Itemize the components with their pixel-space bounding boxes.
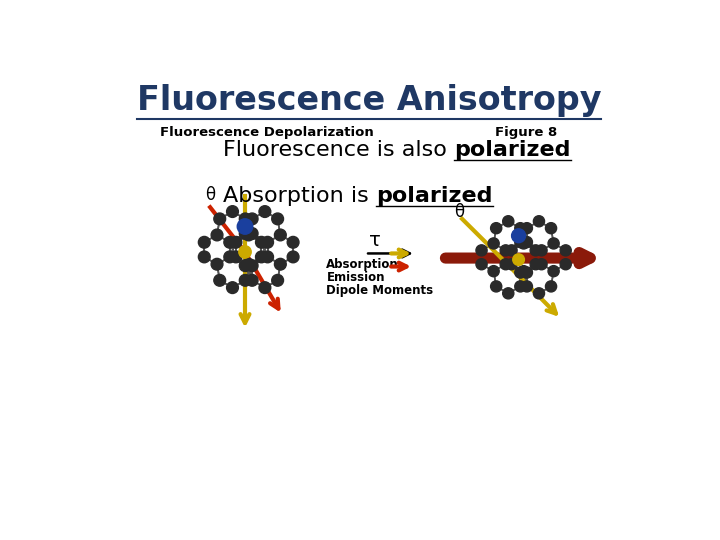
Circle shape <box>239 274 251 286</box>
Circle shape <box>256 237 267 248</box>
Circle shape <box>287 237 299 248</box>
Circle shape <box>239 213 251 225</box>
Circle shape <box>560 245 571 256</box>
Circle shape <box>224 237 235 248</box>
Circle shape <box>518 238 529 249</box>
Circle shape <box>521 222 533 234</box>
Circle shape <box>211 258 223 270</box>
Text: Figure 8: Figure 8 <box>495 126 557 139</box>
Text: polarized: polarized <box>376 186 492 206</box>
Circle shape <box>515 222 526 234</box>
Circle shape <box>227 282 238 293</box>
Circle shape <box>503 288 514 299</box>
Circle shape <box>518 266 529 276</box>
Circle shape <box>224 251 235 263</box>
Circle shape <box>243 229 255 241</box>
Circle shape <box>238 219 253 234</box>
Text: θ: θ <box>454 203 464 221</box>
Circle shape <box>515 267 526 278</box>
Circle shape <box>560 259 571 270</box>
Circle shape <box>230 251 242 263</box>
Circle shape <box>239 228 251 239</box>
Circle shape <box>227 206 238 218</box>
Circle shape <box>513 254 524 265</box>
Circle shape <box>274 258 287 270</box>
Circle shape <box>536 245 547 256</box>
Text: Fluorescence Anisotropy: Fluorescence Anisotropy <box>137 84 601 117</box>
Circle shape <box>246 213 258 225</box>
Circle shape <box>506 245 517 256</box>
Circle shape <box>199 237 210 248</box>
Text: Dipole Moments: Dipole Moments <box>326 284 433 297</box>
Text: Absorption is: Absorption is <box>223 186 376 206</box>
Text: Absorption: Absorption <box>326 258 399 271</box>
Circle shape <box>512 229 526 242</box>
Text: Fluorescence is also: Fluorescence is also <box>223 139 454 159</box>
Circle shape <box>274 229 287 241</box>
Circle shape <box>515 237 526 248</box>
Circle shape <box>259 282 271 293</box>
Circle shape <box>211 229 223 241</box>
Circle shape <box>239 260 251 272</box>
Circle shape <box>259 206 271 218</box>
Circle shape <box>500 245 511 256</box>
Circle shape <box>287 251 299 263</box>
Circle shape <box>199 251 210 263</box>
Circle shape <box>476 259 487 270</box>
Circle shape <box>246 260 258 272</box>
Text: τ: τ <box>369 231 381 249</box>
Circle shape <box>261 251 274 263</box>
Circle shape <box>488 238 499 249</box>
Circle shape <box>521 237 533 248</box>
Circle shape <box>476 245 487 256</box>
Circle shape <box>490 222 502 234</box>
Circle shape <box>246 228 258 239</box>
Circle shape <box>521 281 533 292</box>
FancyBboxPatch shape <box>140 111 601 365</box>
Circle shape <box>530 245 541 256</box>
Circle shape <box>500 259 511 270</box>
Circle shape <box>271 213 284 225</box>
Circle shape <box>246 274 258 286</box>
Circle shape <box>548 266 559 276</box>
Circle shape <box>230 237 242 248</box>
Circle shape <box>534 215 544 227</box>
Circle shape <box>548 238 559 249</box>
Circle shape <box>530 259 541 270</box>
Circle shape <box>256 251 267 263</box>
Circle shape <box>536 259 547 270</box>
Circle shape <box>261 237 274 248</box>
Text: Emission: Emission <box>326 271 385 284</box>
Circle shape <box>488 266 499 276</box>
Circle shape <box>546 222 557 234</box>
Text: polarized: polarized <box>454 139 571 159</box>
Text: θ: θ <box>204 186 215 204</box>
Circle shape <box>243 258 255 270</box>
Circle shape <box>214 213 225 225</box>
Circle shape <box>534 288 544 299</box>
Circle shape <box>490 281 502 292</box>
Circle shape <box>503 215 514 227</box>
Circle shape <box>546 281 557 292</box>
Circle shape <box>506 259 517 270</box>
Circle shape <box>271 274 284 286</box>
Text: Fluorescence Depolarization: Fluorescence Depolarization <box>160 126 374 139</box>
Circle shape <box>214 274 225 286</box>
Circle shape <box>521 267 533 278</box>
Circle shape <box>515 281 526 292</box>
Circle shape <box>239 246 251 258</box>
